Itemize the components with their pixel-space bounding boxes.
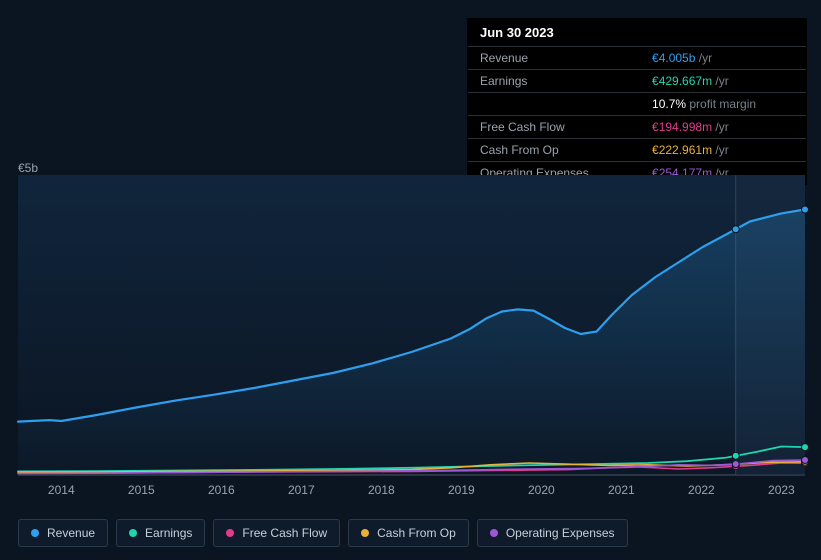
legend-dot [226,529,234,537]
legend-item-fcf[interactable]: Free Cash Flow [213,519,340,547]
chart-legend: Revenue Earnings Free Cash Flow Cash From O… [18,519,628,547]
legend-label: Free Cash Flow [242,526,327,540]
legend-dot [31,529,39,537]
legend-label: Cash From Op [377,526,456,540]
legend-item-earnings[interactable]: Earnings [116,519,205,547]
legend-label: Earnings [145,526,192,540]
legend-dot [490,529,498,537]
legend-label: Operating Expenses [506,526,615,540]
legend-item-revenue[interactable]: Revenue [18,519,108,547]
legend-dot [361,529,369,537]
legend-item-opex[interactable]: Operating Expenses [477,519,628,547]
legend-label: Revenue [47,526,95,540]
legend-item-cfo[interactable]: Cash From Op [348,519,469,547]
chart-stage: Jun 30 2023 Revenue€4.005b /yrEarnings€4… [0,0,821,560]
legend-dot [129,529,137,537]
chart-plot[interactable] [0,0,821,560]
